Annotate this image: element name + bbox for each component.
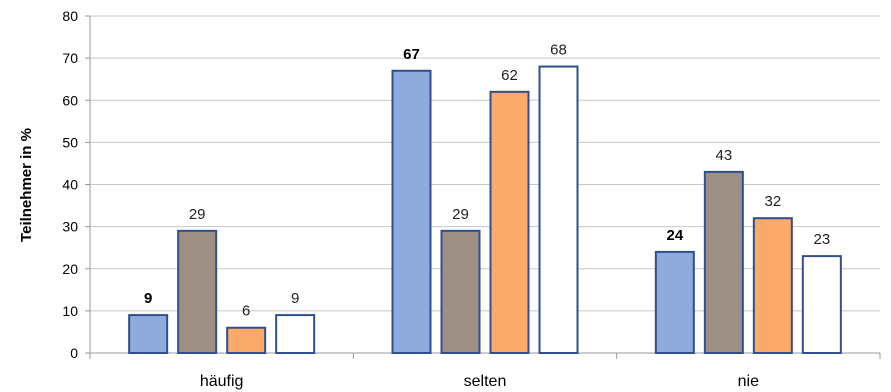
bar <box>275 314 316 354</box>
category-labels: häufig selten nie <box>200 373 759 390</box>
data-label: 43 <box>715 147 732 164</box>
data-label: 23 <box>813 231 830 248</box>
y-tick-label: 20 <box>62 261 78 277</box>
data-label: 24 <box>666 227 683 244</box>
category-label: nie <box>738 373 759 390</box>
data-label: 9 <box>144 290 152 307</box>
data-label: 9 <box>291 290 299 307</box>
category-label: häufig <box>200 373 244 390</box>
data-label: 29 <box>452 206 469 223</box>
bar <box>391 69 432 354</box>
gridlines <box>85 15 881 359</box>
data-label: 6 <box>242 303 250 320</box>
data-labels: 9 29 6 9 67 29 62 68 24 43 32 23 <box>144 42 830 320</box>
bar <box>654 250 695 354</box>
y-tick-label: 0 <box>70 345 78 361</box>
bar <box>440 229 481 354</box>
y-tick-label: 30 <box>62 219 78 235</box>
data-label: 68 <box>550 42 567 59</box>
bar <box>801 255 842 354</box>
y-tick-label: 10 <box>62 303 78 319</box>
bar <box>226 326 267 355</box>
y-tick-label: 70 <box>62 50 78 66</box>
y-axis-title: Teilnehmer in % <box>18 128 35 242</box>
bar <box>128 314 169 354</box>
y-tick-label: 60 <box>62 92 78 108</box>
bar <box>489 90 530 354</box>
category-label: selten <box>464 373 507 390</box>
bar <box>703 170 744 354</box>
y-tick-label: 80 <box>62 8 78 24</box>
y-tick-label: 40 <box>62 177 78 193</box>
data-label: 29 <box>189 206 206 223</box>
data-label: 67 <box>403 46 420 63</box>
y-tick-labels: 0 10 20 30 40 50 60 70 80 <box>62 8 78 361</box>
bar <box>177 229 218 354</box>
bar <box>538 65 579 355</box>
bars <box>128 65 842 355</box>
bar <box>752 217 793 354</box>
data-label: 32 <box>764 193 781 210</box>
data-label: 62 <box>501 67 518 84</box>
y-tick-label: 50 <box>62 134 78 150</box>
